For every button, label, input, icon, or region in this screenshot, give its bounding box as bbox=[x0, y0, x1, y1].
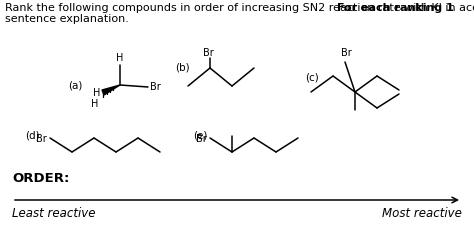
Text: For each ranking 1: For each ranking 1 bbox=[337, 3, 454, 13]
Text: H: H bbox=[92, 88, 100, 98]
Text: Most reactive: Most reactive bbox=[382, 207, 462, 220]
Text: Br: Br bbox=[196, 134, 207, 144]
Text: (e): (e) bbox=[193, 130, 207, 140]
Text: Least reactive: Least reactive bbox=[12, 207, 95, 220]
Text: Br: Br bbox=[341, 48, 352, 58]
Text: (b): (b) bbox=[175, 63, 190, 73]
Text: H: H bbox=[91, 99, 98, 109]
Polygon shape bbox=[102, 85, 120, 95]
Text: Br: Br bbox=[36, 134, 47, 144]
Text: Br: Br bbox=[150, 82, 161, 92]
Text: (d): (d) bbox=[25, 130, 40, 140]
Text: Rank the following compounds in order of increasing SN2 reaction rate with KI in: Rank the following compounds in order of… bbox=[5, 3, 474, 13]
Text: Br: Br bbox=[202, 48, 213, 58]
Text: sentence explanation.: sentence explanation. bbox=[5, 14, 129, 24]
Text: (a): (a) bbox=[68, 80, 82, 90]
Text: ORDER:: ORDER: bbox=[12, 172, 69, 185]
Text: (c): (c) bbox=[305, 72, 319, 82]
Text: H: H bbox=[116, 53, 124, 63]
